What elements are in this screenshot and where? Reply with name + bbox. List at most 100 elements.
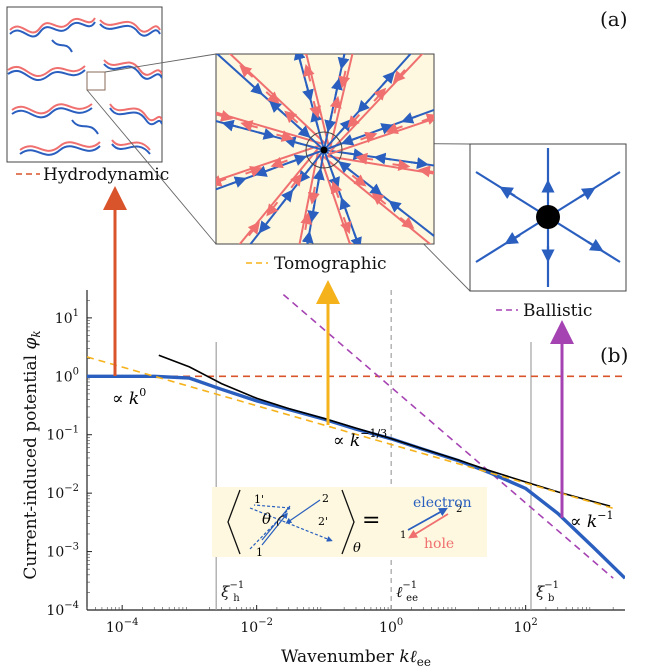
hole-ray-arrow (309, 100, 321, 119)
electron-ray-arrow (337, 54, 350, 70)
electron-ray-arrow (229, 176, 247, 188)
electron-label: electron (413, 495, 472, 511)
hole-ray-arrow (276, 130, 294, 142)
regime-arrows (103, 186, 574, 518)
y-tick-label: 10−3 (46, 542, 79, 561)
hole-ray-arrow (360, 131, 378, 144)
electron-ray-arrow (281, 189, 294, 205)
hole-ray-arrow (300, 212, 313, 231)
electron-ray-arrow (258, 218, 271, 234)
hole-ray-arrow (352, 40, 354, 52)
inset-eh-label-1: 1 (400, 530, 406, 541)
ballistic-legend: Ballistic (496, 301, 592, 321)
electron-ray-arrow (298, 168, 311, 184)
inset-label-1p: 1' (254, 493, 264, 506)
electron-ray-arrow (357, 98, 371, 113)
hole-ray-arrow (385, 122, 403, 134)
x-tick-label: 10−4 (106, 617, 139, 636)
hole-ray-arrow (265, 91, 280, 104)
y-tick-label: 10−1 (46, 425, 79, 444)
hole-ray-arrow (392, 69, 406, 84)
inset-label-1: 1 (256, 546, 263, 559)
vertical-marker-label: ℓ−1 ee (396, 580, 418, 604)
hole-ray-arrow (417, 165, 434, 178)
electron-ray-arrow (350, 232, 362, 244)
hole-ray-arrow (245, 166, 263, 178)
ballistic-panel (469, 143, 627, 292)
tomographic-label: Tomographic (274, 254, 387, 274)
hole-ray-arrow (296, 54, 309, 56)
hole-ray-arrow (216, 110, 234, 122)
electron-ray-arrow (338, 161, 353, 174)
tomographic-rays (216, 40, 434, 244)
ballistic-center-dot (536, 205, 560, 229)
series-tomographic (87, 356, 614, 510)
panel-b-label: (b) (600, 343, 628, 367)
electron-ray-arrow (301, 230, 314, 244)
electron-ray-arrow (331, 77, 343, 96)
electron-ray-arrow (373, 152, 392, 165)
electron-ray-arrow (296, 125, 311, 138)
inset-equals: = (362, 508, 380, 533)
x-axis-label: Wavenumber kℓee (281, 647, 431, 669)
inset-label-2: 2 (322, 492, 329, 505)
hole-ray-arrow (371, 192, 387, 206)
annotation-k0: ∝ k0 (112, 386, 146, 409)
electron-ray-arrow (221, 119, 240, 132)
electron-ray-arrow (367, 183, 383, 196)
hole-ray-arrow (330, 180, 343, 199)
hole-ray-arrow (270, 156, 288, 169)
hole-ray-arrow (290, 173, 303, 189)
hole-ray-arrow (355, 152, 374, 165)
hole-ray-arrow (247, 221, 260, 237)
hole-ray-arrow (239, 65, 254, 78)
x-tick-label: 100 (379, 617, 403, 636)
hole-ray-arrow (351, 174, 367, 187)
electron-ray-arrow (340, 134, 359, 146)
x-tick-label: 10−2 (240, 617, 273, 636)
vertical-marker-label: ξ−1 b (536, 580, 559, 604)
hole-ray-arrow (307, 186, 320, 205)
electron-ray-arrow (339, 118, 353, 133)
hole-ray-arrow (421, 113, 434, 125)
y-tick-label: 100 (55, 366, 79, 385)
electron-ray-arrow (411, 157, 429, 170)
tomographic-legend: Tomographic (246, 254, 387, 274)
series-ballistic (282, 293, 614, 579)
ballistic-rays (475, 148, 621, 287)
inset-eh-label-2: 2 (456, 504, 462, 515)
hole-ray-arrow (216, 175, 227, 187)
y-tick-label: 101 (55, 308, 79, 327)
hole-ray-arrow (329, 95, 342, 114)
hole-ray-arrow (399, 216, 415, 229)
panel-a-label: (a) (600, 7, 628, 31)
electron-ray-arrow (388, 200, 404, 213)
electron-ray-arrow (258, 128, 276, 140)
electron-ray-arrow (249, 82, 264, 96)
axis-ticks: 10−4 10−2 100 102 10−4 10−3 10−2 10−1 100 101 (46, 299, 614, 636)
hole-ray-arrow (302, 63, 315, 82)
hydrodynamic-panel (6, 6, 163, 163)
hole-ray-arrow (340, 216, 352, 235)
electron-ray-arrow (289, 154, 308, 166)
hole-ray-arrow (240, 120, 258, 132)
vertical-markers: ξ−1 h ℓ−1 ee ξ−1 b (215, 290, 559, 610)
vertical-marker-label: ξ−1 h (221, 580, 244, 604)
tomographic-center-dot (320, 146, 328, 154)
annotation-k-1: ∝ k−1 (570, 509, 613, 532)
hole-ray-arrow (284, 110, 299, 124)
hole-ray-arrow (266, 201, 279, 217)
hydrodynamic-label: Hydrodynamic (43, 165, 169, 185)
y-tick-label: 10−4 (46, 600, 79, 619)
inset-box: 1' 2 θ 1 2' θ = 1 2 electron hole (212, 487, 487, 559)
y-tick-label: 10−2 (46, 483, 79, 502)
hydrodynamic-streamlines (7, 17, 162, 156)
hole-label: hole (424, 536, 454, 552)
inset-theta-subscript: θ (353, 541, 361, 556)
series-black (158, 354, 611, 507)
hole-ray-arrow (338, 70, 351, 89)
tomographic-zoom-circle (305, 131, 343, 169)
electron-ray-arrow (339, 196, 351, 215)
plot-curves (87, 293, 625, 580)
hydrodynamic-legend: Hydrodynamic (16, 165, 169, 185)
